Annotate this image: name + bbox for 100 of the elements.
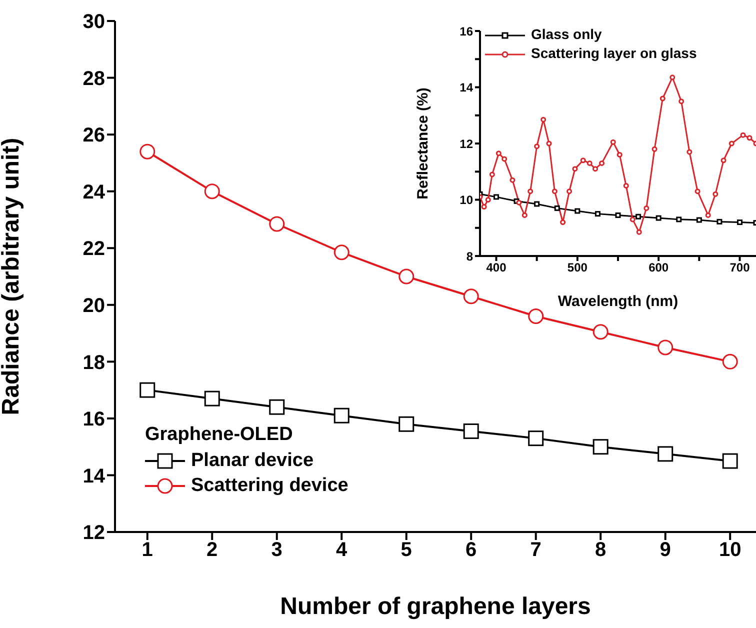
point (493, 194, 499, 200)
point (636, 229, 642, 235)
point (658, 340, 674, 356)
point (528, 430, 544, 446)
point (580, 158, 586, 164)
y-tick-label: 16 (82, 408, 105, 431)
point (140, 382, 156, 398)
point (502, 156, 508, 162)
point (554, 205, 560, 211)
point (572, 166, 578, 172)
point (678, 98, 684, 104)
x-tick-label: 700 (730, 260, 750, 275)
point (592, 439, 608, 455)
point (528, 188, 534, 194)
point (522, 212, 528, 218)
y-tick-label: 12 (82, 522, 105, 544)
x-tick-label: 9 (660, 539, 671, 562)
x-tick-label: 2 (206, 539, 218, 562)
legend-label: Scattering layer on glass (531, 44, 697, 61)
point (334, 408, 350, 424)
x-tick-label: 6 (466, 539, 477, 562)
y-tick-label: 14 (460, 80, 474, 95)
x-axis-title: Wavelength (nm) (558, 293, 678, 310)
point (658, 446, 674, 462)
point (716, 218, 722, 224)
point (740, 132, 746, 138)
point (610, 139, 616, 145)
point (516, 200, 522, 206)
point (746, 135, 752, 141)
point (586, 160, 592, 166)
point (670, 74, 676, 80)
x-tick-label: 5 (400, 539, 412, 562)
point (592, 166, 598, 172)
y-tick-label: 26 (82, 124, 105, 147)
point (696, 217, 702, 223)
point (552, 188, 558, 194)
point (686, 149, 692, 155)
point (204, 390, 220, 406)
y-axis-title: Reflectance (%) (414, 88, 432, 200)
point (660, 96, 666, 102)
point (737, 220, 743, 225)
legend-label: Glass only (531, 26, 602, 42)
y-tick-label: 20 (82, 294, 105, 317)
point (534, 144, 540, 150)
y-tick-label: 8 (466, 249, 474, 264)
point (676, 216, 682, 222)
point (722, 354, 738, 370)
x-tick-label: 3 (271, 539, 282, 562)
point (636, 214, 642, 220)
point (594, 211, 600, 217)
x-tick-label: 400 (486, 260, 507, 275)
point (534, 201, 540, 207)
point (712, 191, 718, 197)
point (652, 146, 658, 152)
x-tick-label: 10 (718, 539, 742, 562)
x-tick-label: 7 (530, 539, 542, 562)
point (463, 423, 479, 439)
legend-title: Graphene-OLED (145, 423, 294, 447)
point (489, 172, 495, 178)
point (398, 416, 414, 432)
point (705, 212, 711, 218)
point (623, 182, 629, 188)
point (496, 150, 502, 156)
y-tick-label: 10 (460, 193, 474, 208)
point (204, 184, 220, 200)
point (540, 116, 546, 122)
point (720, 158, 726, 164)
point (398, 268, 414, 284)
y-tick-label: 16 (460, 24, 474, 38)
point (728, 140, 734, 146)
point (334, 244, 350, 260)
point (644, 205, 650, 211)
point (630, 216, 636, 222)
point (463, 288, 479, 304)
legend-label: Planar device (191, 450, 314, 471)
point (599, 160, 605, 166)
point (656, 215, 662, 221)
point (694, 188, 700, 194)
y-tick-label: 24 (82, 181, 106, 204)
x-axis-title: Number of graphene layers (280, 593, 591, 620)
point (269, 216, 285, 232)
y-tick-label: 22 (82, 238, 105, 260)
point (510, 177, 516, 183)
point (615, 212, 621, 218)
y-tick-label: 28 (82, 68, 105, 90)
y-tick-label: 14 (82, 465, 106, 488)
point (592, 324, 608, 340)
point (481, 204, 487, 210)
line-series (480, 191, 756, 226)
x-tick-label: 600 (648, 260, 669, 275)
y-axis-title: Radiance (arbitrary unit) (0, 138, 25, 416)
point (574, 208, 580, 214)
y-tick-label: 30 (82, 11, 105, 34)
point (566, 188, 572, 194)
point (485, 197, 491, 202)
y-tick-label: 18 (82, 352, 105, 374)
x-tick-label: 1 (142, 539, 153, 562)
x-tick-label: 4 (336, 539, 348, 562)
point (140, 144, 156, 160)
point (546, 140, 552, 146)
